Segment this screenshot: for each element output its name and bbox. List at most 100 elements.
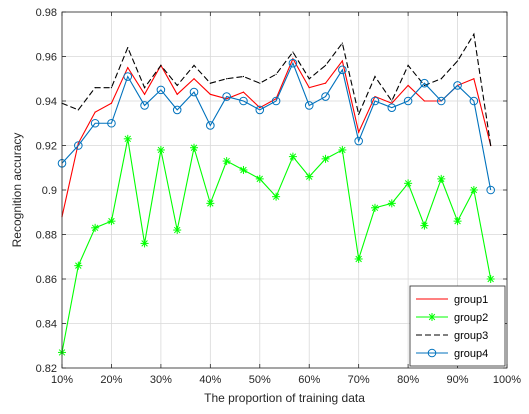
series-group4-point: [74, 141, 83, 150]
series-group3-point: [473, 33, 475, 35]
series-group2-point: [354, 254, 363, 263]
series-group3-line: [61, 32, 492, 146]
y-tick-label: 0.86: [36, 274, 57, 286]
y-axis-label: Recognition accuracy: [10, 133, 24, 248]
series-group4-point: [255, 105, 265, 115]
series-group2-point: [107, 217, 116, 226]
legend-label: group4: [454, 348, 488, 360]
series-group4-point: [288, 58, 298, 68]
series-group3-point: [490, 144, 492, 147]
x-axis-label: The proportion of training data: [204, 391, 365, 405]
series-group2-point: [255, 174, 264, 183]
series-group3-point: [292, 51, 294, 53]
series-group1-point: [407, 84, 409, 87]
series-group4-point: [172, 105, 182, 115]
series-group3-point: [242, 75, 245, 78]
series-group4-point: [107, 118, 116, 128]
series-group2-point: [91, 223, 100, 232]
series-group2-point: [469, 186, 478, 194]
series-group1-point: [94, 111, 96, 113]
series-group3-point: [407, 64, 409, 66]
series-group4-point: [156, 85, 166, 95]
axes: 10% 20% 30% 40% 50% 60% 70% 80% 90% 100% 0.82 0.84 0…: [36, 7, 522, 386]
series-group2-point: [140, 239, 149, 248]
series-group2-point: [453, 217, 462, 226]
series-group2-point: [370, 203, 379, 212]
series-group3-point: [226, 78, 228, 80]
series-group2-point: [74, 261, 83, 270]
x-tick-label: 60%: [298, 374, 320, 386]
series-group2-point: [420, 221, 429, 230]
series-group2-point: [206, 199, 215, 208]
y-tick-label: 0.94: [36, 96, 57, 108]
series-group3-point: [308, 78, 310, 80]
series-group3-point: [358, 113, 360, 115]
series-group4-point: [239, 96, 248, 106]
series-group1-point: [176, 93, 178, 95]
y-tick-label: 0.92: [36, 141, 57, 153]
series-group2-point: [190, 143, 199, 152]
y-tick-label: 0.88: [36, 230, 57, 242]
legend-label: group1: [454, 294, 488, 306]
series-group2-point: [222, 157, 231, 166]
legend-item-group3: group3: [416, 330, 488, 342]
series-group4-point: [271, 96, 281, 106]
series-group3-point: [127, 47, 129, 49]
series-group2-point: [239, 165, 248, 174]
series-group3-point: [94, 87, 96, 89]
series-group4-point: [354, 136, 363, 146]
legend: group1 group2 group3 group4: [409, 285, 506, 367]
legend-item-group1: group1: [416, 294, 488, 306]
legend-marker: [428, 313, 436, 321]
series-group2: [58, 134, 495, 357]
series-group2-point: [173, 226, 182, 235]
series-group3-point: [176, 84, 178, 87]
series-group1-point: [127, 67, 129, 69]
series-group3-point: [275, 73, 277, 75]
series-group3-point: [209, 82, 211, 84]
series-group4-point: [370, 96, 380, 106]
series-group4-point: [189, 87, 199, 97]
series-group1-point: [110, 102, 113, 104]
series-group2-point: [437, 174, 446, 183]
series-group3-point: [423, 84, 426, 87]
series-group2-point: [321, 154, 330, 163]
x-tick-label: 80%: [397, 374, 419, 386]
series-group3-point: [143, 87, 146, 89]
series-group4-point: [403, 96, 413, 106]
x-tick-label: 70%: [348, 374, 370, 386]
series-group3-point: [341, 42, 343, 44]
x-tick-label: 90%: [447, 374, 469, 386]
series-group3-point: [160, 64, 162, 66]
series-group3-point: [374, 75, 376, 78]
series-group1-point: [341, 60, 343, 62]
series-group1-point: [226, 98, 228, 100]
series-group4-line: [61, 61, 492, 191]
series-group1-point: [193, 78, 195, 80]
series-group4-point: [123, 72, 133, 81]
series-group2-point: [123, 134, 132, 143]
series-group1-point: [358, 131, 360, 133]
series-group2-point: [486, 275, 495, 283]
series-group3-point: [193, 64, 195, 66]
series-group1-point: [259, 107, 261, 109]
x-tick-label: 30%: [150, 374, 172, 386]
series-group4-point: [206, 121, 215, 130]
legend-label: group2: [454, 312, 488, 324]
series-group1-point: [473, 78, 475, 80]
series-group4-point: [420, 78, 429, 88]
series-group1-point: [209, 93, 211, 95]
series-group3-point: [440, 78, 442, 80]
series-group2-point: [305, 172, 314, 181]
series-group4-point: [486, 185, 495, 195]
y-tick-label: 0.98: [36, 7, 57, 19]
series-group2-point: [387, 199, 396, 208]
series-group4-point: [453, 81, 462, 90]
series-group3-point: [391, 100, 393, 102]
series-group4-point: [140, 101, 149, 110]
series-group4-point: [304, 101, 314, 110]
series-group1-point: [242, 91, 245, 93]
series-group3-point: [110, 87, 113, 89]
series-group1-point: [308, 87, 310, 89]
